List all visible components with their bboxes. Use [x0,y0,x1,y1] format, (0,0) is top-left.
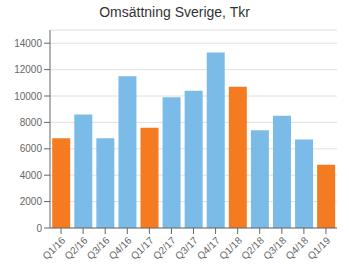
svg-text:Q4/17: Q4/17 [195,234,222,261]
svg-text:14000: 14000 [14,38,42,49]
svg-text:Q3/16: Q3/16 [85,234,112,261]
svg-text:Q1/16: Q1/16 [40,234,67,261]
svg-text:Q3/18: Q3/18 [261,234,288,261]
svg-text:8000: 8000 [20,117,43,128]
svg-text:Q2/18: Q2/18 [239,234,266,261]
svg-text:Q2/16: Q2/16 [63,234,90,261]
svg-text:2000: 2000 [20,196,43,207]
svg-text:10000: 10000 [14,91,42,102]
html-text:Omsättning Sverige, Tkr: Omsättning Sverige, Tkr [99,4,250,20]
svg-text:12000: 12000 [14,64,42,75]
svg-text:Q1/19: Q1/19 [305,234,332,261]
svg-text:4000: 4000 [20,170,43,181]
svg-text:Q2/17: Q2/17 [151,234,178,261]
svg-text:0: 0 [36,223,42,234]
svg-text:Q1/18: Q1/18 [217,234,244,261]
svg-text:6000: 6000 [20,143,43,154]
svg-text:Q4/18: Q4/18 [283,234,310,261]
svg-text:Q1/17: Q1/17 [129,234,156,261]
svg-text:Q3/17: Q3/17 [173,234,200,261]
svg-text:Q4/16: Q4/16 [107,234,134,261]
